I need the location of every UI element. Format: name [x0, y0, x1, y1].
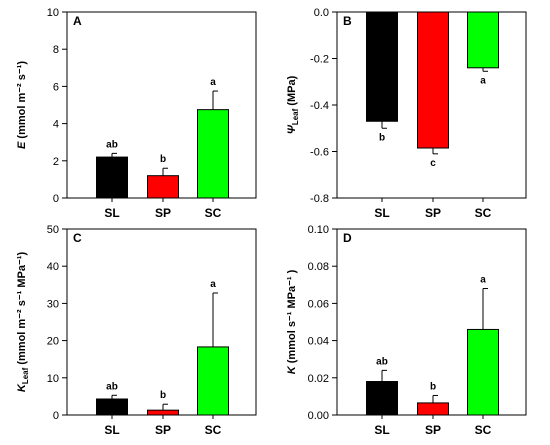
y-tick-label: -0.6: [310, 147, 329, 159]
y-tick-label: 40: [47, 261, 59, 273]
plot-frame: [66, 228, 257, 416]
y-tick-label: 0.02: [308, 373, 329, 385]
bar-sp: [417, 402, 449, 416]
panel-letter: A: [73, 14, 82, 28]
bar-sl: [366, 381, 398, 416]
significance-label: a: [210, 77, 216, 88]
bar-sl: [96, 156, 128, 199]
y-axis-label: KLeaf (mmol m⁻² s⁻¹ MPa⁻¹): [16, 252, 30, 393]
y-axis-label: ΨLeaf (MPa): [286, 75, 300, 134]
y-tick-label: 0.06: [308, 298, 329, 310]
significance-label: a: [480, 75, 486, 86]
category-label: SC: [475, 206, 492, 220]
significance-label: c: [430, 158, 436, 169]
panel-letter: D: [343, 231, 352, 245]
y-tick-label: -0.4: [310, 100, 329, 112]
category-label: SC: [475, 423, 492, 437]
significance-label: b: [160, 154, 166, 165]
y-axis-label: E (mmol m⁻² s⁻¹): [16, 61, 28, 149]
significance-label: b: [379, 132, 385, 143]
y-tick-label: 0.08: [308, 261, 329, 273]
panel-b: b SL c SP a SC -0.8 -0.6 -0.4 -0.2 0.0 B ΨLeaf (MPa): [286, 7, 527, 220]
y-tick-label: -0.8: [310, 193, 329, 205]
bar-sp: [147, 175, 179, 199]
panel-d: ab SL b SP a SC 0.00 0.02 0.04 0.06 0.08 0.10 D K (mm…: [286, 224, 527, 437]
bar-sc: [197, 346, 229, 416]
significance-label: a: [480, 275, 486, 286]
category-label: SL: [374, 423, 389, 437]
y-tick-label: 50: [47, 224, 59, 236]
category-label: SC: [205, 423, 222, 437]
bar-sp: [147, 409, 179, 416]
significance-label: b: [430, 381, 436, 392]
plot-frame: [336, 228, 527, 416]
y-tick-label: 0: [53, 410, 59, 422]
y-tick-label: 30: [47, 298, 59, 310]
y-tick-label: -0.2: [310, 54, 329, 66]
significance-label: ab: [106, 139, 118, 150]
bar-sl: [96, 398, 128, 416]
panel-letter: B: [343, 14, 352, 28]
y-tick-label: 2: [53, 156, 59, 168]
y-tick-label: 20: [47, 336, 59, 348]
category-label: SP: [155, 423, 171, 437]
y-tick-label: 0.04: [308, 336, 329, 348]
y-tick-label: 10: [47, 373, 59, 385]
y-axis-label: K (mmol s⁻¹ MPa⁻¹ ): [286, 269, 298, 374]
category-label: SL: [104, 206, 119, 220]
panel-a: ab SL b SP a SC 0 2 4 6 8 10 A E (mmol m⁻² s⁻¹): [16, 7, 257, 220]
panel-letter: C: [73, 231, 82, 245]
bar-sc: [467, 328, 499, 416]
y-tick-label: 0.0: [314, 7, 329, 19]
category-label: SC: [205, 206, 222, 220]
category-label: SL: [104, 423, 119, 437]
bar-sl: [366, 11, 398, 122]
significance-label: ab: [106, 381, 118, 392]
significance-label: b: [160, 390, 166, 401]
category-label: SP: [425, 423, 441, 437]
y-tick-label: 0.10: [308, 224, 329, 236]
bar-sc: [197, 109, 229, 199]
y-tick-label: 0: [53, 193, 59, 205]
bar-sc: [467, 11, 499, 69]
category-label: SP: [425, 206, 441, 220]
y-tick-label: 4: [53, 119, 59, 131]
y-tick-label: 6: [53, 81, 59, 93]
y-tick-label: 10: [47, 7, 59, 19]
panel-c: ab SL b SP a SC 0 10 20 30 40 50 C KLeaf (mmol m⁻² s⁻…: [16, 224, 257, 437]
category-label: SP: [155, 206, 171, 220]
category-label: SL: [374, 206, 389, 220]
y-tick-label: 0.00: [308, 410, 329, 422]
plot-frame: [66, 11, 257, 199]
significance-label: a: [210, 279, 216, 290]
bar-sp: [417, 11, 449, 149]
significance-label: ab: [376, 356, 388, 367]
y-tick-label: 8: [53, 44, 59, 56]
